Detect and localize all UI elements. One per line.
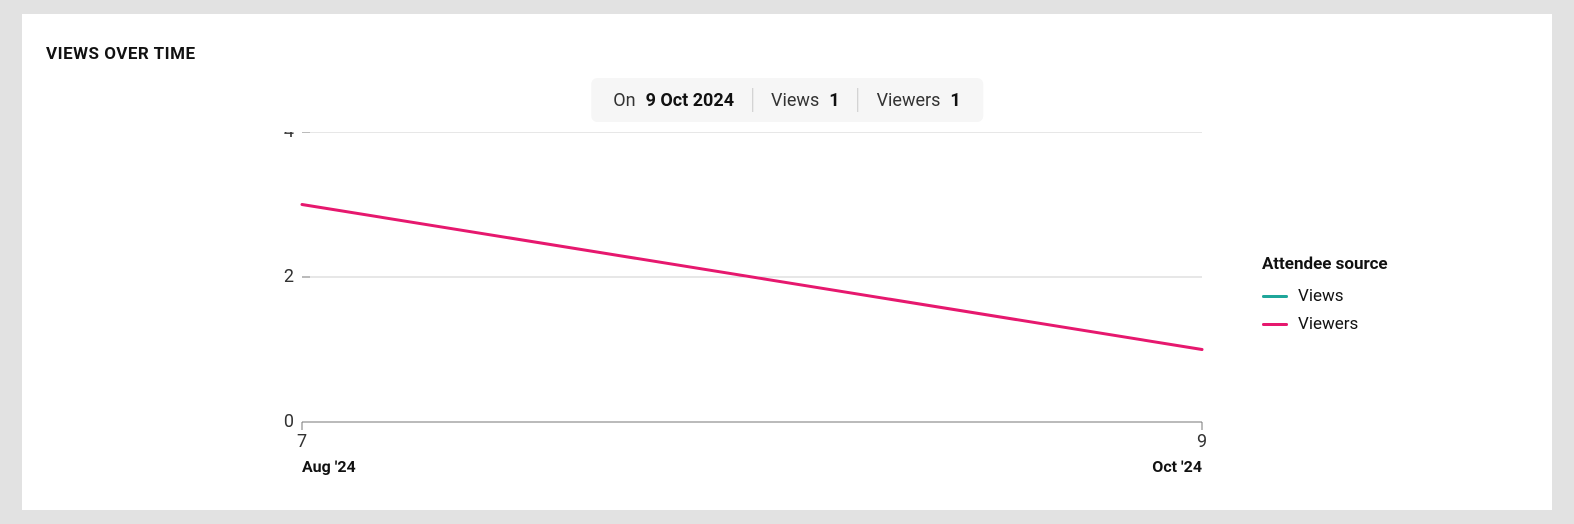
card-title: VIEWS OVER TIME — [46, 44, 196, 64]
legend-title: Attendee source — [1262, 254, 1388, 274]
legend-swatch — [1262, 295, 1288, 298]
y-axis-label: 2 — [284, 266, 294, 287]
legend-label: Views — [1298, 286, 1344, 306]
chart-tooltip-bar: On 9 Oct 2024 Views 1 Viewers 1 — [591, 78, 983, 122]
y-axis-label: 0 — [284, 411, 294, 432]
chart-legend: Attendee source Views Viewers — [1262, 254, 1388, 342]
tooltip-date: On 9 Oct 2024 — [613, 90, 734, 111]
x-axis-month-label: Oct '24 — [1152, 457, 1202, 476]
tooltip-on-label: On — [613, 90, 635, 111]
chart-area: 0247Aug '249Oct '24 — [282, 132, 1202, 432]
legend-item-viewers[interactable]: Viewers — [1262, 314, 1388, 334]
tooltip-viewers-label: Viewers — [877, 90, 941, 111]
divider — [752, 88, 753, 112]
tooltip-views-value: 1 — [829, 90, 839, 111]
line-chart[interactable]: 0 2 4 7 Aug '24 9 Oct '24 — [282, 132, 1212, 482]
legend-swatch — [1262, 323, 1288, 326]
x-axis-label: 7 — [297, 431, 307, 452]
y-axis-label: 4 — [284, 132, 294, 142]
tooltip-viewers: Viewers 1 — [877, 90, 961, 111]
tooltip-on-value: 9 Oct 2024 — [646, 90, 734, 111]
views-over-time-card: VIEWS OVER TIME On 9 Oct 2024 Views 1 Vi… — [22, 14, 1552, 510]
legend-label: Viewers — [1298, 314, 1358, 334]
x-axis-month-label: Aug '24 — [302, 457, 356, 476]
tooltip-views-label: Views — [771, 90, 819, 111]
divider — [858, 88, 859, 112]
tooltip-viewers-value: 1 — [950, 90, 960, 111]
tooltip-views: Views 1 — [771, 90, 840, 111]
x-axis-label: 9 — [1197, 431, 1207, 452]
legend-item-views[interactable]: Views — [1262, 286, 1388, 306]
